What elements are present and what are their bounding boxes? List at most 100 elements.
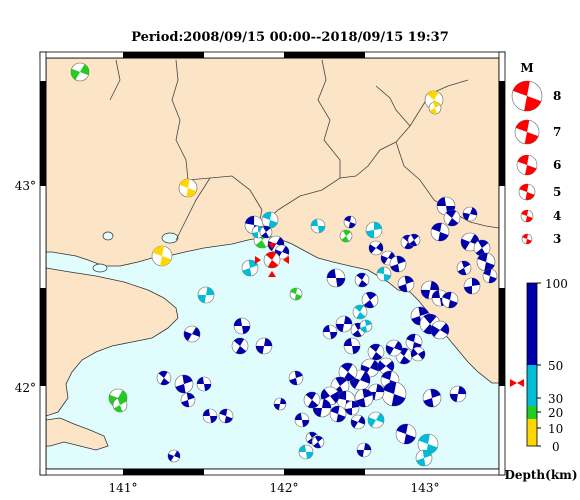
focal-mechanism bbox=[350, 414, 366, 430]
focal-mechanism bbox=[311, 435, 325, 449]
focal-mechanism bbox=[441, 291, 459, 309]
depth-tick-20: 20 bbox=[548, 406, 563, 420]
land-oshima-peninsula bbox=[46, 267, 179, 417]
magnitude-legend-ball bbox=[521, 233, 533, 245]
focal-mechanism bbox=[294, 412, 310, 428]
focal-mechanism bbox=[310, 218, 326, 234]
focal-mechanism bbox=[261, 211, 279, 229]
focal-mechanism bbox=[343, 337, 361, 355]
focal-mechanism bbox=[361, 291, 379, 309]
focal-mechanism bbox=[196, 376, 212, 392]
focal-mechanism bbox=[476, 252, 496, 272]
focal-mechanism bbox=[422, 388, 442, 408]
frame-scale-bars bbox=[39, 51, 506, 476]
lon-label-142: 142° bbox=[270, 481, 299, 495]
magnitude-legend-label: 3 bbox=[553, 232, 561, 246]
focal-mechanism bbox=[359, 319, 373, 333]
focal-mechanism bbox=[385, 339, 403, 357]
focal-mechanism bbox=[405, 333, 423, 351]
focal-mechanism bbox=[462, 206, 478, 222]
focal-mechanism bbox=[449, 385, 467, 403]
focal-mechanism bbox=[482, 268, 498, 284]
focal-mechanism bbox=[241, 259, 259, 277]
focal-mechanism bbox=[322, 324, 338, 340]
focal-mechanism bbox=[377, 357, 395, 375]
focal-mechanism bbox=[326, 268, 346, 288]
focal-mechanism bbox=[197, 286, 215, 304]
focal-mechanism bbox=[303, 391, 321, 409]
focal-mechanism bbox=[376, 266, 392, 282]
focal-mechanism-layer bbox=[70, 62, 498, 467]
magnitude-legend: M 8 7 6 5 4 3 bbox=[511, 61, 561, 246]
lon-label-143: 143° bbox=[411, 481, 440, 495]
focal-mechanism bbox=[231, 337, 249, 355]
depth-tick-10: 10 bbox=[548, 422, 563, 436]
magnitude-legend-label: 5 bbox=[553, 185, 561, 199]
focal-mechanism bbox=[367, 343, 385, 361]
magnitude-legend-label: 6 bbox=[553, 158, 561, 172]
focal-mechanism bbox=[463, 277, 481, 295]
focal-mechanism bbox=[407, 233, 421, 247]
magnitude-legend-title: M bbox=[520, 61, 533, 75]
focal-mechanism bbox=[174, 374, 194, 394]
depth-scale-label: Depth(km) bbox=[504, 468, 577, 482]
lat-label-42: 42° bbox=[15, 381, 36, 395]
latest-event-mechanism bbox=[263, 251, 281, 269]
focal-mechanism bbox=[354, 272, 370, 288]
focal-mechanism bbox=[202, 408, 218, 424]
focal-mechanism bbox=[410, 346, 426, 362]
focal-mechanism bbox=[289, 287, 303, 301]
lon-label-141: 141° bbox=[109, 481, 138, 495]
focal-mechanism bbox=[417, 433, 439, 455]
focal-mechanism bbox=[367, 411, 385, 429]
focal-mechanism bbox=[183, 325, 201, 343]
focal-mechanism bbox=[338, 362, 358, 382]
focal-mechanism bbox=[335, 315, 353, 333]
lat-label-43: 43° bbox=[15, 179, 36, 193]
depth-color-scale: 100 50 30 20 10 0 Depth(km) bbox=[504, 277, 577, 482]
focal-mechanism bbox=[397, 275, 415, 293]
focal-mechanism bbox=[430, 320, 450, 340]
focal-mechanism bbox=[180, 392, 196, 408]
magnitude-legend-label: 7 bbox=[553, 125, 561, 139]
magnitude-legend-ball bbox=[520, 209, 534, 223]
magnitude-legend-ball bbox=[516, 154, 538, 176]
focal-mechanism bbox=[112, 397, 128, 413]
focal-mechanism bbox=[167, 449, 181, 463]
focal-mechanism bbox=[395, 423, 417, 445]
magnitude-legend-ball bbox=[511, 80, 543, 112]
latest-event-marker bbox=[283, 256, 289, 264]
focal-mechanism bbox=[178, 178, 198, 198]
focal-mechanism bbox=[344, 400, 360, 416]
focal-mechanism bbox=[151, 245, 173, 267]
focal-mechanism bbox=[288, 370, 304, 386]
focal-mechanism bbox=[473, 239, 491, 257]
map-title: Period:2008/09/15 00:00--2018/09/15 19:3… bbox=[131, 30, 449, 45]
focal-mechanism bbox=[218, 408, 234, 424]
focal-mechanism bbox=[456, 260, 472, 276]
depth-tick-100: 100 bbox=[545, 277, 568, 291]
focal-mechanism bbox=[156, 370, 172, 386]
depth-tick-0: 0 bbox=[552, 440, 560, 454]
focal-mechanism bbox=[255, 337, 273, 355]
focal-mechanism bbox=[259, 225, 273, 239]
depth-tick-50: 50 bbox=[548, 359, 563, 373]
focal-mechanism bbox=[343, 215, 357, 229]
magnitude-legend-label: 4 bbox=[553, 209, 561, 223]
focal-mechanism bbox=[356, 442, 372, 458]
focal-mechanism bbox=[233, 317, 251, 335]
focal-mechanism bbox=[329, 405, 347, 423]
focal-mechanism bbox=[443, 209, 461, 227]
depth-marker-left bbox=[510, 379, 517, 387]
focal-mechanism bbox=[70, 62, 90, 82]
depth-marker-right bbox=[517, 379, 524, 387]
focal-mechanism bbox=[381, 381, 407, 407]
latest-event-marker bbox=[268, 243, 276, 249]
focal-mechanism bbox=[365, 221, 383, 239]
focal-mechanism bbox=[273, 397, 287, 411]
magnitude-legend-ball bbox=[514, 119, 540, 145]
latest-event-marker bbox=[268, 271, 276, 277]
focal-mechanism bbox=[368, 240, 384, 256]
focal-mechanism bbox=[352, 304, 368, 320]
